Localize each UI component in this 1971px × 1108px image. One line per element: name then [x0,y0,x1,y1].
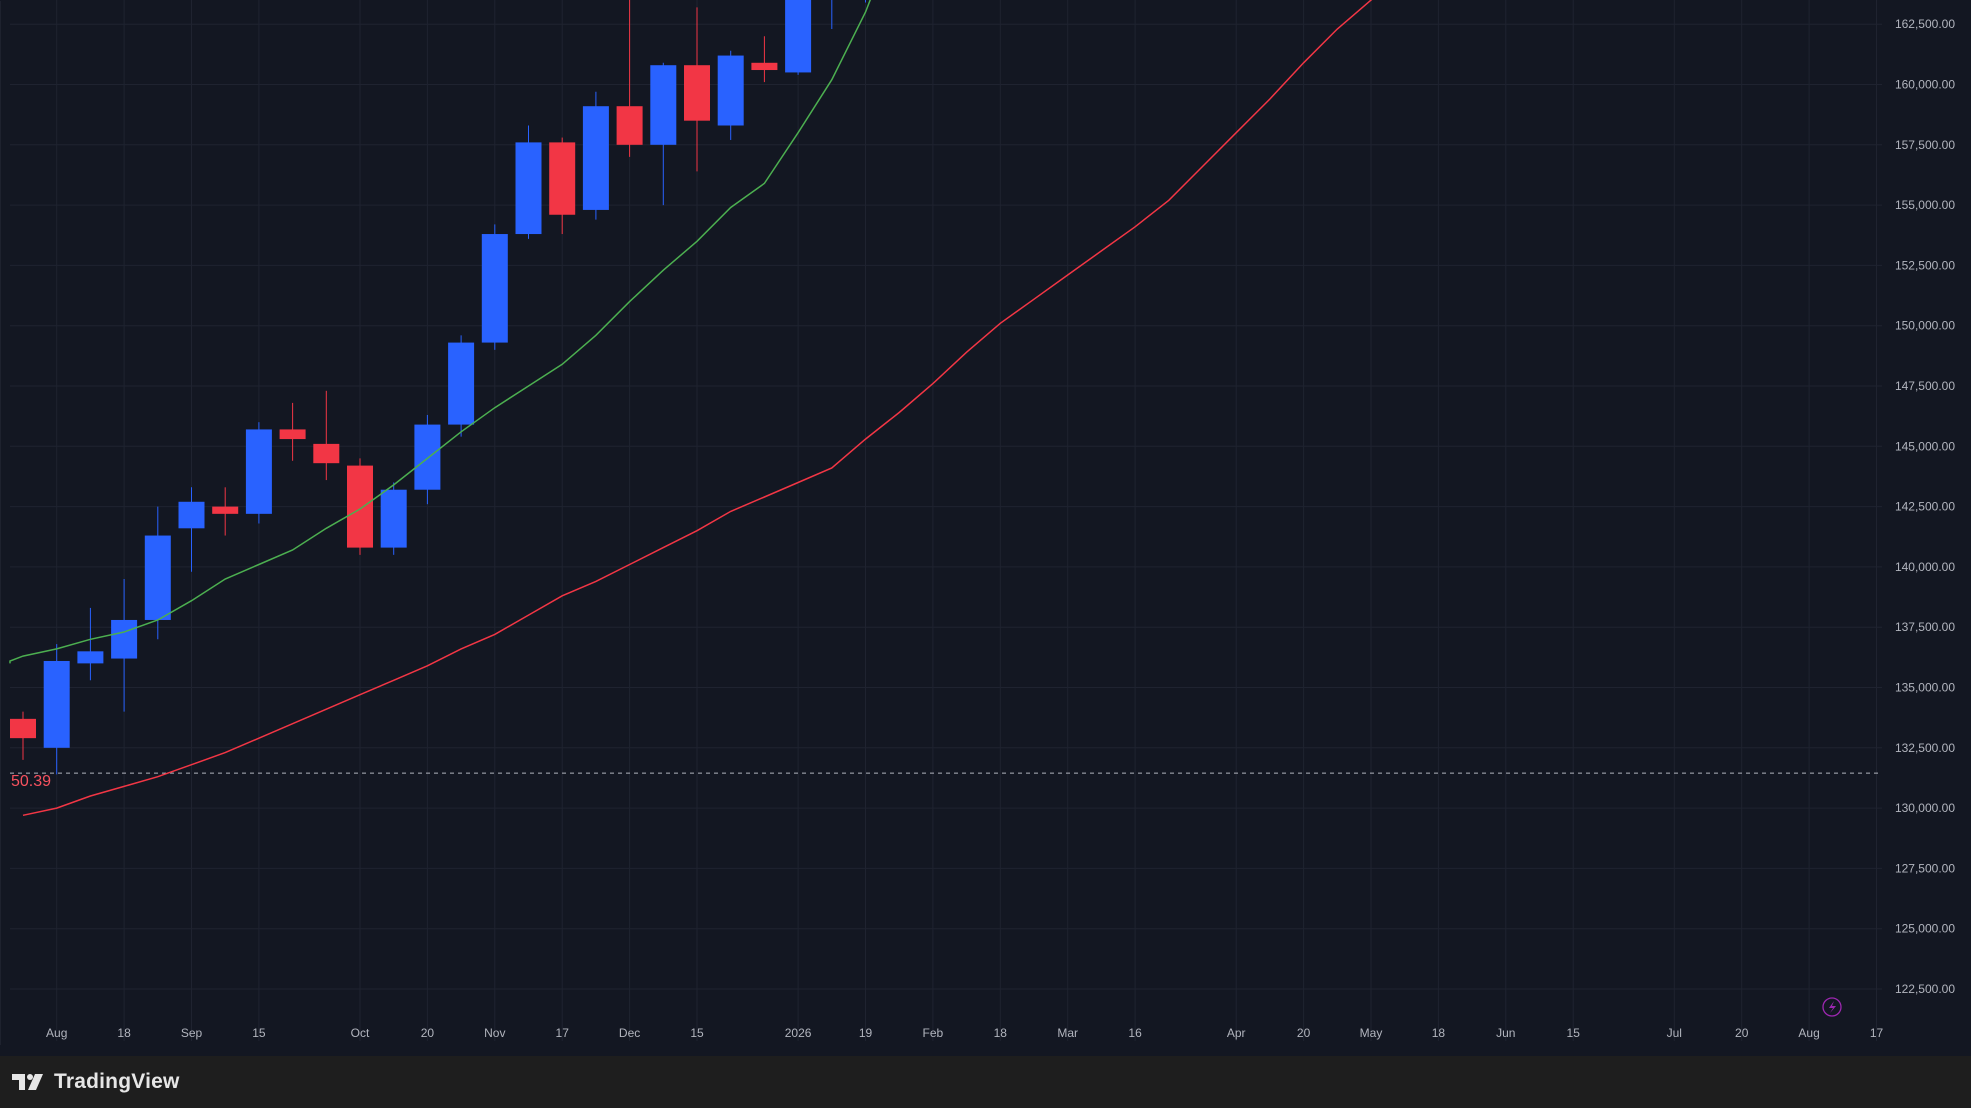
brand-name: TradingView [54,1070,180,1094]
time-axis-label: 18 [117,1026,131,1040]
time-axis-label: 15 [690,1026,704,1040]
candle-body[interactable] [10,719,36,738]
price-axis-label: 150,000.00 [1895,319,1955,333]
time-axis-label: Dec [619,1026,640,1040]
candle-body[interactable] [684,65,710,120]
candle-body[interactable] [280,429,306,439]
candle-down[interactable] [347,458,373,554]
time-axis-label: Jul [1667,1026,1682,1040]
tradingview-logo-icon [12,1072,46,1092]
time-axis-label: 17 [1870,1026,1884,1040]
candle-up[interactable] [246,422,272,523]
candle-body[interactable] [246,429,272,513]
time-axis-label: 16 [1128,1026,1142,1040]
candle-up[interactable] [448,335,474,436]
price-axis-label: 127,500.00 [1895,861,1955,875]
time-axis-label: Nov [484,1026,505,1040]
price-axis-label: 160,000.00 [1895,78,1955,92]
price-axis-label: 152,500.00 [1895,258,1955,272]
candle-body[interactable] [583,106,609,210]
time-axis-label: Aug [1798,1026,1819,1040]
price-axis-label: 142,500.00 [1895,500,1955,514]
footer-bar: TradingView [0,1056,1971,1108]
time-axis-label: Mar [1057,1026,1078,1040]
candle-up[interactable] [785,0,811,75]
price-axis-label: 140,000.00 [1895,560,1955,574]
time-axis-label: 2026 [785,1026,812,1040]
price-axis-label: 130,000.00 [1895,801,1955,815]
brand[interactable]: TradingView [12,1070,180,1094]
candle-body[interactable] [549,142,575,214]
time-axis-label: Oct [351,1026,370,1040]
price-axis-label: 157,500.00 [1895,138,1955,152]
time-axis-label: Apr [1227,1026,1246,1040]
candle-body[interactable] [785,0,811,72]
time-axis-label: 20 [421,1026,435,1040]
time-axis-label: Feb [923,1026,944,1040]
price-axis-label: 122,500.00 [1895,982,1955,996]
time-axis-label: 15 [1567,1026,1581,1040]
candlestick-chart[interactable]: 122,500.00 125,000.00 127,500.00 130,000.00… [0,0,1971,1056]
price-axis-label: 132,500.00 [1895,741,1955,755]
candle-body[interactable] [650,65,676,145]
candle-body[interactable] [718,56,744,126]
time-axis-label: 20 [1735,1026,1749,1040]
candle-up[interactable] [583,92,609,220]
candle-up[interactable] [516,126,542,239]
candle-body[interactable] [179,502,205,529]
price-axis-label: 145,000.00 [1895,439,1955,453]
candle-body[interactable] [212,507,238,514]
candle-body[interactable] [414,425,440,490]
time-axis-label: 15 [252,1026,266,1040]
chart-background [0,0,1971,1056]
price-axis-label: 125,000.00 [1895,922,1955,936]
candle-body[interactable] [44,661,70,748]
candle-body[interactable] [381,490,407,548]
price-axis-label: 155,000.00 [1895,198,1955,212]
time-axis-label: 18 [994,1026,1008,1040]
time-axis-label: 18 [1432,1026,1446,1040]
price-axis-label: 135,000.00 [1895,681,1955,695]
candle-body[interactable] [313,444,339,463]
time-axis-label: May [1360,1026,1383,1040]
candle-up[interactable] [482,224,508,349]
time-axis-label: Aug [46,1026,67,1040]
time-axis-label: 19 [859,1026,873,1040]
candle-up[interactable] [381,482,407,554]
candle-body[interactable] [145,536,171,620]
time-axis-label: 17 [556,1026,570,1040]
time-axis-label: Sep [181,1026,203,1040]
price-axis-label: 147,500.00 [1895,379,1955,393]
price-axis-label: 137,500.00 [1895,620,1955,634]
candle-body[interactable] [347,466,373,548]
candle-body[interactable] [482,234,508,343]
candle-body[interactable] [516,142,542,234]
price-axis-label: 162,500.00 [1895,17,1955,31]
candle-body[interactable] [77,651,103,663]
candle-body[interactable] [448,343,474,425]
candle-body[interactable] [617,106,643,145]
time-axis-label: Jun [1496,1026,1515,1040]
low-value-label: 50.39 [11,773,51,790]
time-axis-label: 20 [1297,1026,1311,1040]
candle-body[interactable] [111,620,137,659]
candle-body[interactable] [751,63,777,70]
